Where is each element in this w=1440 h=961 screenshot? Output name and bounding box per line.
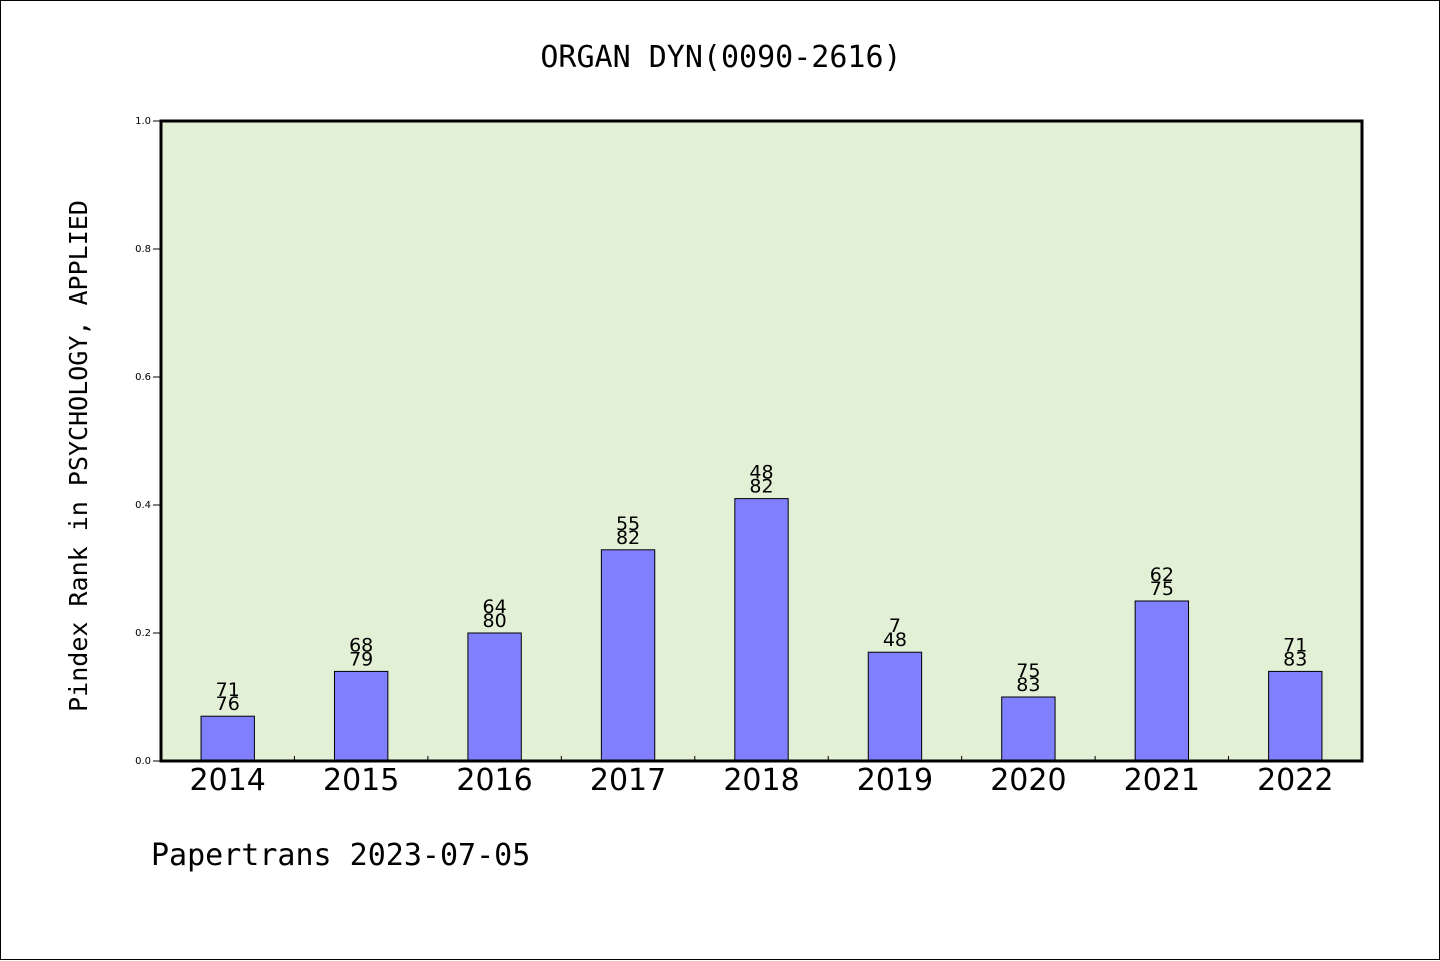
plot-border xyxy=(159,119,1364,763)
x-tick-label-2015: 2015 xyxy=(323,763,399,798)
bar-label-top-2018: 48 xyxy=(749,462,773,484)
bar-label-bottom-2015: 79 xyxy=(349,648,373,670)
bar-2015 xyxy=(333,670,389,762)
bar-label-top-2016: 64 xyxy=(483,596,507,618)
x-tick-label-2014: 2014 xyxy=(190,763,266,798)
bar-label-bottom-2021: 75 xyxy=(1150,578,1174,600)
bars-group xyxy=(200,498,1323,762)
x-tick-label-2018: 2018 xyxy=(723,763,799,798)
x-tick-label-2019: 2019 xyxy=(857,763,933,798)
bar-label-top-2015: 68 xyxy=(349,634,373,656)
footer-credit: Papertrans 2023-07-05 xyxy=(151,838,530,873)
y-tick-label-1.0: 1.0 xyxy=(135,116,151,127)
bar-2016 xyxy=(467,632,522,762)
bar-label-top-2017: 55 xyxy=(616,513,640,535)
y-axis-ticks: 0.0 0.2 0.4 0.6 0.8 1.0 xyxy=(135,116,161,767)
bar-label-bottom-2017: 82 xyxy=(616,527,640,549)
bar-label-bottom-2019: 48 xyxy=(883,629,907,651)
x-tick-label-2016: 2016 xyxy=(456,763,532,798)
bar-2018 xyxy=(734,498,789,762)
bar-label-bottom-2014: 76 xyxy=(216,693,240,715)
y-tick-label-0.2: 0.2 xyxy=(135,628,151,639)
bar-label-top-2021: 62 xyxy=(1150,564,1174,586)
bar-label-top-2019: 7 xyxy=(889,615,901,637)
x-tick-label-2022: 2022 xyxy=(1257,763,1333,798)
bar-label-bottom-2020: 83 xyxy=(1016,674,1040,696)
bar-label-top-2022: 71 xyxy=(1283,634,1307,656)
chart-title: ORGAN DYN(0090-2616) xyxy=(540,40,901,75)
bar-2020 xyxy=(1001,696,1056,762)
bar-2014 xyxy=(200,715,255,762)
y-tick-label-0.8: 0.8 xyxy=(135,244,151,255)
y-tick-label-0.4: 0.4 xyxy=(135,500,151,511)
bar-2019 xyxy=(867,651,923,762)
x-axis-ticks: 2014 2015 2016 2017 2018 2019 2020 2021 2022 xyxy=(190,756,1333,798)
x-tick-label-2021: 2021 xyxy=(1124,763,1200,798)
y-tick-label-0.0: 0.0 xyxy=(135,756,151,767)
bar-2017 xyxy=(600,549,656,762)
y-axis-label: Pindex Rank in PSYCHOLOGY, APPLIED xyxy=(64,200,93,712)
bar-label-top-2014: 71 xyxy=(216,679,240,701)
x-tick-label-2020: 2020 xyxy=(990,763,1066,798)
bar-label-top-2020: 75 xyxy=(1016,660,1040,682)
bar-label-bottom-2018: 82 xyxy=(749,476,773,498)
bar-2022 xyxy=(1268,670,1323,762)
bar-2021 xyxy=(1134,600,1190,762)
x-tick-label-2017: 2017 xyxy=(590,763,666,798)
bar-label-bottom-2016: 80 xyxy=(483,610,507,632)
y-tick-label-0.6: 0.6 xyxy=(135,372,151,383)
bar-label-bottom-2022: 83 xyxy=(1283,648,1307,670)
